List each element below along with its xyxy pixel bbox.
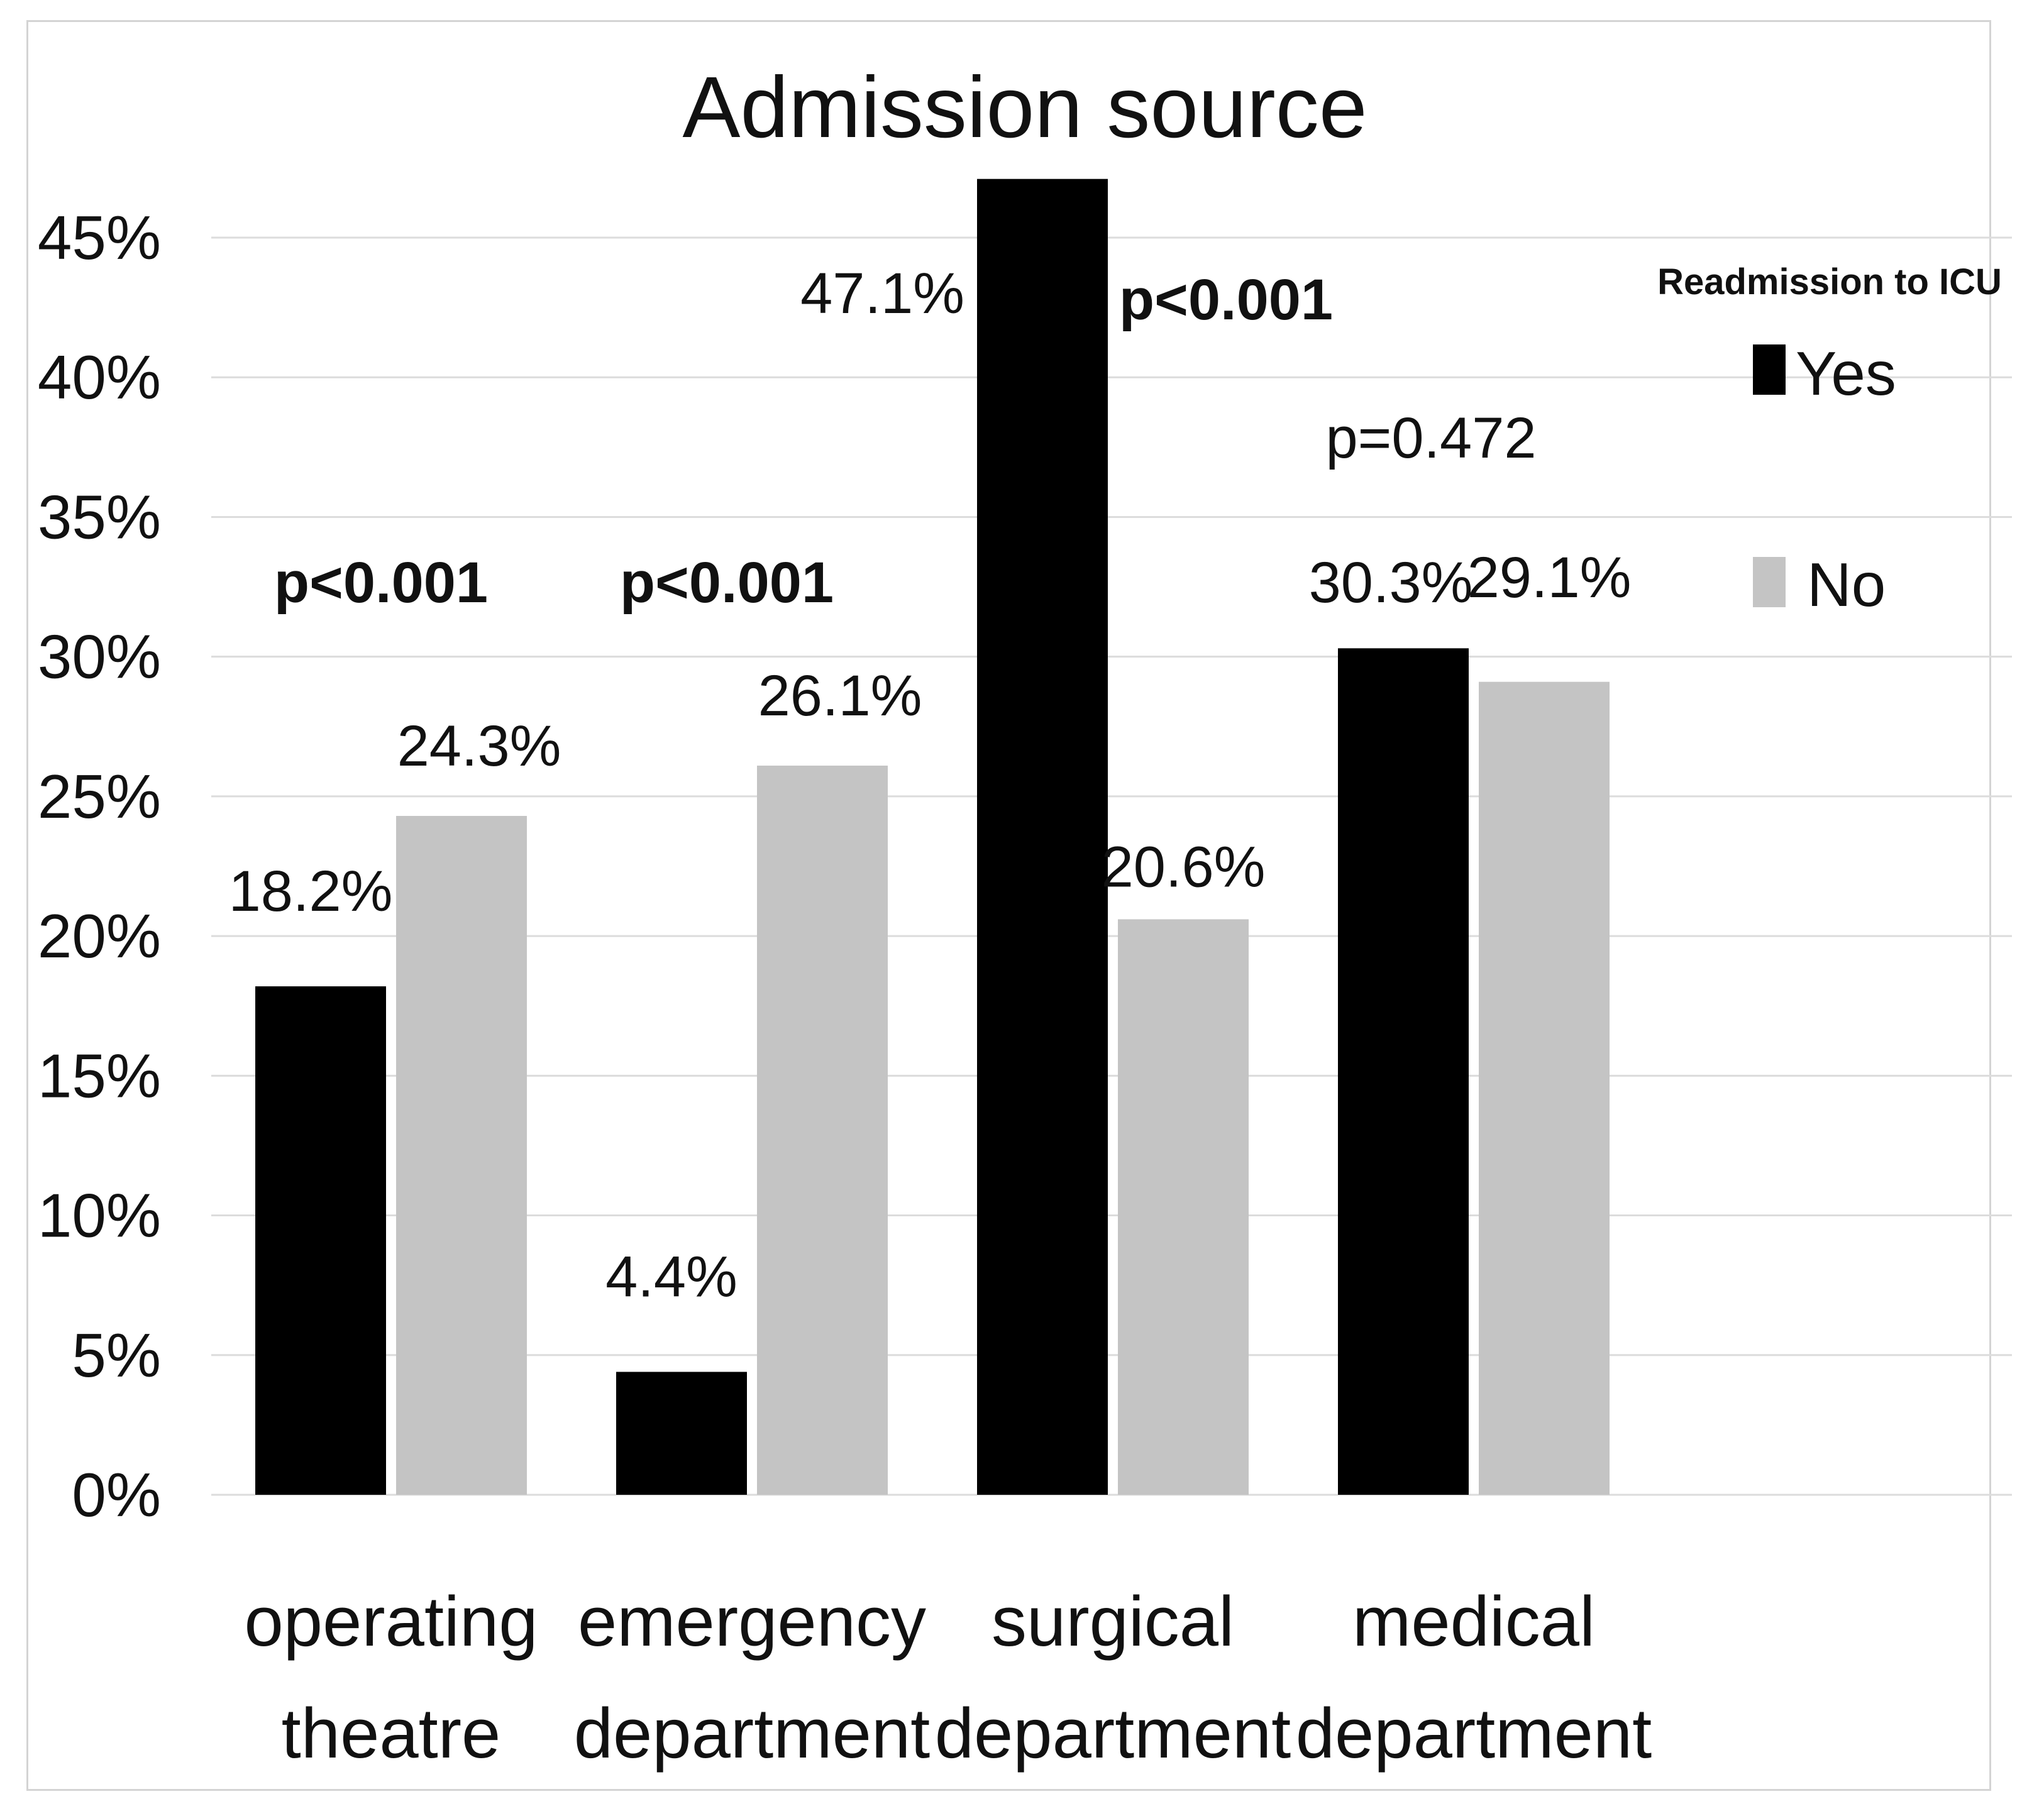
category-label-medical-department-line2: department bbox=[1296, 1694, 1652, 1773]
y-tick-label: 35% bbox=[38, 482, 161, 551]
x-axis-categories: operatingtheatreemergencydepartmentsurgi… bbox=[244, 1582, 1652, 1773]
data-label-operating-theatre-no: 24.3% bbox=[397, 714, 561, 778]
data-label-emergency-department-yes: 4.4% bbox=[605, 1245, 737, 1309]
legend-swatch-yes bbox=[1753, 344, 1786, 395]
data-label-medical-department-no: 29.1% bbox=[1467, 546, 1632, 610]
category-label-emergency-department-line1: emergency bbox=[578, 1582, 926, 1661]
chart-title: Admission source bbox=[682, 59, 1367, 156]
y-tick-label: 20% bbox=[38, 901, 161, 971]
y-axis-ticks: 0% 5% 10% 15% 20% 25% 30% 35% 40% 45% bbox=[38, 203, 161, 1529]
legend-label-no: No bbox=[1807, 550, 1886, 619]
bar-surgical-department-no bbox=[1118, 919, 1249, 1495]
y-tick-label: 0% bbox=[72, 1460, 161, 1529]
y-tick-label: 10% bbox=[38, 1181, 161, 1250]
data-label-medical-department-yes: 30.3% bbox=[1309, 551, 1473, 615]
legend-title: Readmission to ICU bbox=[1657, 261, 2002, 302]
legend-swatch-no bbox=[1753, 557, 1786, 607]
data-label-surgical-department-no: 20.6% bbox=[1102, 835, 1266, 899]
data-label-operating-theatre-yes: 18.2% bbox=[229, 859, 393, 923]
category-label-operating-theatre-line2: theatre bbox=[282, 1694, 501, 1773]
category-label-emergency-department-line2: department bbox=[574, 1694, 931, 1773]
p-value-operating-theatre: p<0.001 bbox=[274, 551, 488, 615]
p-value-medical-department: p=0.472 bbox=[1325, 406, 1536, 470]
category-label-operating-theatre-line1: operating bbox=[244, 1582, 538, 1661]
category-label-surgical-department-line1: surgical bbox=[992, 1582, 1234, 1661]
chart-frame bbox=[26, 20, 1991, 1791]
bar-emergency-department-no bbox=[757, 766, 888, 1495]
bar-emergency-department-yes bbox=[616, 1372, 747, 1495]
data-labels: 18.2% 24.3% p<0.001 4.4% 26.1% p<0.001 47.1% 20… bbox=[229, 261, 1632, 1309]
data-label-emergency-department-no: 26.1% bbox=[758, 664, 922, 728]
data-label-surgical-department-yes: 47.1% bbox=[800, 261, 964, 326]
bar-operating-theatre-yes bbox=[255, 986, 386, 1495]
y-tick-label: 30% bbox=[38, 622, 161, 691]
legend: Readmission to ICU Yes No bbox=[1657, 261, 2002, 619]
y-tick-label: 40% bbox=[38, 343, 161, 412]
category-label-medical-department-line1: medical bbox=[1352, 1582, 1595, 1661]
bar-operating-theatre-no bbox=[396, 816, 527, 1495]
y-tick-label: 45% bbox=[38, 203, 161, 272]
p-value-surgical-department: p<0.001 bbox=[1119, 268, 1333, 332]
bar-medical-department-yes bbox=[1338, 648, 1469, 1495]
category-label-surgical-department-line2: department bbox=[935, 1694, 1291, 1773]
y-tick-label: 5% bbox=[72, 1321, 161, 1390]
bar-surgical-department-yes bbox=[977, 179, 1108, 1495]
p-value-emergency-department: p<0.001 bbox=[620, 551, 834, 615]
y-tick-label: 15% bbox=[38, 1041, 161, 1110]
bar-medical-department-no bbox=[1479, 681, 1610, 1495]
y-tick-label: 25% bbox=[38, 762, 161, 831]
bars bbox=[255, 179, 1610, 1495]
legend-label-yes: Yes bbox=[1796, 339, 1896, 408]
